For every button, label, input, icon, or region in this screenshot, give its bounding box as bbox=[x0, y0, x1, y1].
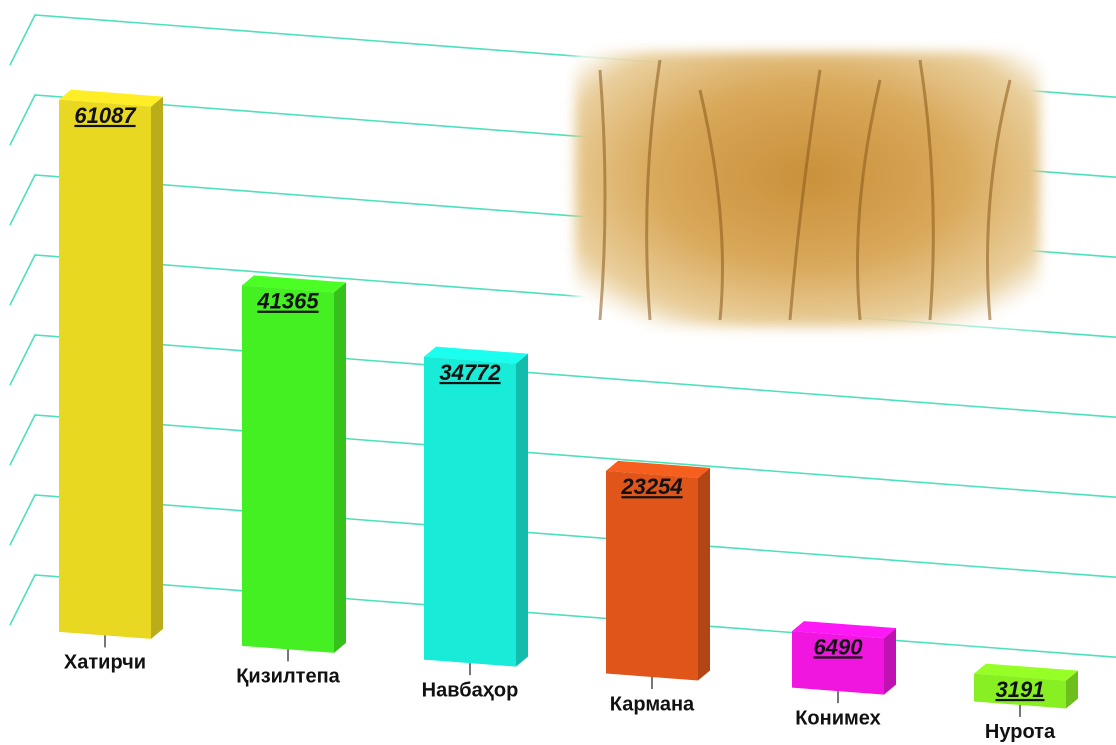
category-label: Қизилтепа bbox=[236, 666, 340, 688]
bar bbox=[424, 356, 516, 667]
grid-line bbox=[9, 574, 1116, 658]
bar-side bbox=[151, 96, 163, 639]
category-label: Навбаҳор bbox=[422, 679, 519, 701]
bar bbox=[59, 99, 151, 639]
value-label: 6490 bbox=[814, 634, 864, 659]
value-label: 23254 bbox=[620, 474, 682, 499]
value-label: 3191 bbox=[996, 677, 1045, 702]
bar-top bbox=[242, 275, 346, 293]
category-label: Нурота bbox=[985, 721, 1056, 743]
value-label: 34772 bbox=[439, 360, 501, 385]
bar-top bbox=[424, 346, 528, 364]
category-label: Конимех bbox=[795, 707, 881, 729]
grid-line bbox=[9, 334, 1116, 418]
bar bbox=[792, 631, 884, 695]
photo bbox=[575, 52, 1040, 327]
bars: 61087 Хатирчи 41365 Қизилтепа 34772 Навбаҳор 2… bbox=[59, 89, 1078, 743]
value-label: 41365 bbox=[256, 289, 319, 314]
bar-side bbox=[516, 353, 528, 667]
bar bbox=[974, 673, 1066, 709]
bar-top bbox=[792, 621, 896, 639]
bar-group: 23254 Кармана bbox=[606, 460, 710, 715]
bar-group: 41365 Қизилтепа bbox=[236, 275, 346, 688]
bar-side bbox=[884, 628, 896, 695]
bar bbox=[606, 470, 698, 681]
bar-top bbox=[59, 89, 163, 107]
bar-side bbox=[1066, 670, 1078, 709]
category-label: Кармана bbox=[610, 693, 695, 715]
category-label: Хатирчи bbox=[64, 652, 146, 674]
grid-line bbox=[9, 494, 1116, 578]
bar-side bbox=[334, 282, 346, 653]
bar bbox=[242, 285, 334, 653]
bar-group: 6490 Конимех bbox=[792, 621, 896, 729]
bar-group: 34772 Навбаҳор bbox=[422, 346, 528, 701]
bar-top bbox=[606, 460, 710, 478]
bar-group: 3191 Нурота bbox=[974, 663, 1078, 743]
bar-top bbox=[974, 663, 1078, 681]
grid-line bbox=[9, 414, 1116, 498]
bar-group: 61087 Хатирчи bbox=[59, 89, 163, 674]
grid bbox=[9, 14, 1116, 658]
bar-side bbox=[698, 467, 710, 681]
value-label: 61087 bbox=[74, 103, 137, 128]
